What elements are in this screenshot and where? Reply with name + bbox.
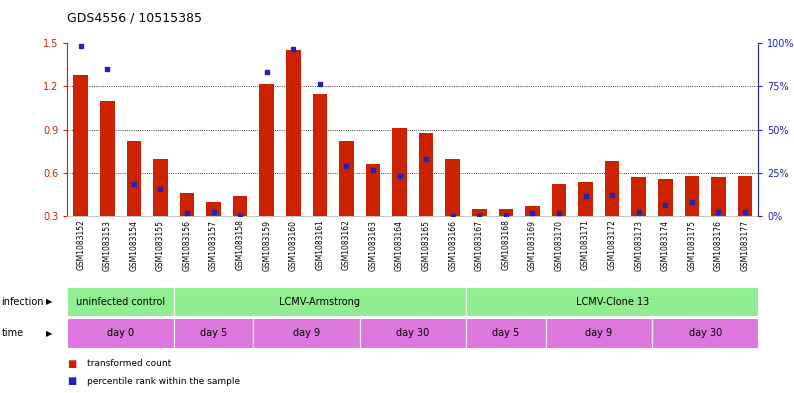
Text: GSM1083177: GSM1083177 xyxy=(741,220,750,271)
Text: GSM1083168: GSM1083168 xyxy=(501,220,511,270)
Text: GSM1083163: GSM1083163 xyxy=(368,220,377,271)
FancyBboxPatch shape xyxy=(545,318,652,348)
Text: percentile rank within the sample: percentile rank within the sample xyxy=(87,377,241,386)
Text: GSM1083156: GSM1083156 xyxy=(183,220,191,271)
Text: ■: ■ xyxy=(67,376,77,386)
Bar xyxy=(260,84,274,259)
Text: GSM1083152: GSM1083152 xyxy=(76,220,85,270)
Bar xyxy=(419,132,434,259)
FancyBboxPatch shape xyxy=(466,318,545,348)
FancyBboxPatch shape xyxy=(174,287,466,316)
Bar xyxy=(179,193,195,259)
Text: LCMV-Armstrong: LCMV-Armstrong xyxy=(279,297,360,307)
Text: GSM1083157: GSM1083157 xyxy=(209,220,218,271)
Bar xyxy=(578,182,593,259)
Bar xyxy=(126,141,141,259)
Bar xyxy=(684,176,700,259)
Text: day 9: day 9 xyxy=(293,328,320,338)
Bar xyxy=(605,162,619,259)
Text: ▶: ▶ xyxy=(46,329,52,338)
Text: GSM1083165: GSM1083165 xyxy=(422,220,430,271)
Text: day 5: day 5 xyxy=(200,328,227,338)
Text: GSM1083166: GSM1083166 xyxy=(449,220,457,271)
Bar xyxy=(525,206,540,259)
Text: GSM1083170: GSM1083170 xyxy=(554,220,564,271)
Text: GSM1083175: GSM1083175 xyxy=(688,220,696,271)
Bar xyxy=(445,158,460,259)
Text: GSM1083153: GSM1083153 xyxy=(103,220,112,271)
Text: GSM1083169: GSM1083169 xyxy=(528,220,537,271)
Text: GSM1083162: GSM1083162 xyxy=(342,220,351,270)
Text: ▶: ▶ xyxy=(46,297,52,306)
Text: GSM1083167: GSM1083167 xyxy=(475,220,484,271)
Bar xyxy=(552,184,566,259)
Bar xyxy=(658,179,673,259)
Text: LCMV-Clone 13: LCMV-Clone 13 xyxy=(576,297,649,307)
Bar xyxy=(339,141,354,259)
Text: GSM1083173: GSM1083173 xyxy=(634,220,643,271)
Text: transformed count: transformed count xyxy=(87,359,172,368)
Text: GSM1083159: GSM1083159 xyxy=(262,220,272,271)
Text: uninfected control: uninfected control xyxy=(76,297,165,307)
Text: GSM1083164: GSM1083164 xyxy=(395,220,404,271)
FancyBboxPatch shape xyxy=(67,318,174,348)
Bar xyxy=(286,50,301,259)
Bar xyxy=(100,101,114,259)
Text: day 30: day 30 xyxy=(688,328,722,338)
Text: day 9: day 9 xyxy=(585,328,612,338)
Text: GSM1083158: GSM1083158 xyxy=(236,220,245,270)
Bar xyxy=(738,176,752,259)
Bar xyxy=(711,177,726,259)
Text: GSM1083174: GSM1083174 xyxy=(661,220,670,271)
Text: GSM1083155: GSM1083155 xyxy=(156,220,165,271)
Bar xyxy=(153,158,168,259)
Bar xyxy=(233,196,248,259)
FancyBboxPatch shape xyxy=(253,318,360,348)
Text: GDS4556 / 10515385: GDS4556 / 10515385 xyxy=(67,12,202,25)
FancyBboxPatch shape xyxy=(652,318,758,348)
Bar xyxy=(392,128,407,259)
Text: day 30: day 30 xyxy=(396,328,430,338)
Text: GSM1083171: GSM1083171 xyxy=(581,220,590,270)
Text: GSM1083176: GSM1083176 xyxy=(714,220,723,271)
Text: time: time xyxy=(2,328,24,338)
Bar xyxy=(366,164,380,259)
Bar xyxy=(313,94,327,259)
Text: GSM1083172: GSM1083172 xyxy=(607,220,617,270)
Bar xyxy=(631,177,646,259)
Bar xyxy=(206,202,221,259)
FancyBboxPatch shape xyxy=(174,318,253,348)
Text: GSM1083161: GSM1083161 xyxy=(315,220,325,270)
FancyBboxPatch shape xyxy=(67,287,174,316)
Bar xyxy=(499,209,513,259)
Bar xyxy=(74,75,88,259)
Text: GSM1083154: GSM1083154 xyxy=(129,220,138,271)
Text: infection: infection xyxy=(2,297,44,307)
FancyBboxPatch shape xyxy=(360,318,466,348)
Text: day 0: day 0 xyxy=(107,328,134,338)
Bar xyxy=(472,209,487,259)
Text: ■: ■ xyxy=(67,358,77,369)
Text: GSM1083160: GSM1083160 xyxy=(289,220,298,271)
Text: day 5: day 5 xyxy=(492,328,519,338)
FancyBboxPatch shape xyxy=(466,287,758,316)
